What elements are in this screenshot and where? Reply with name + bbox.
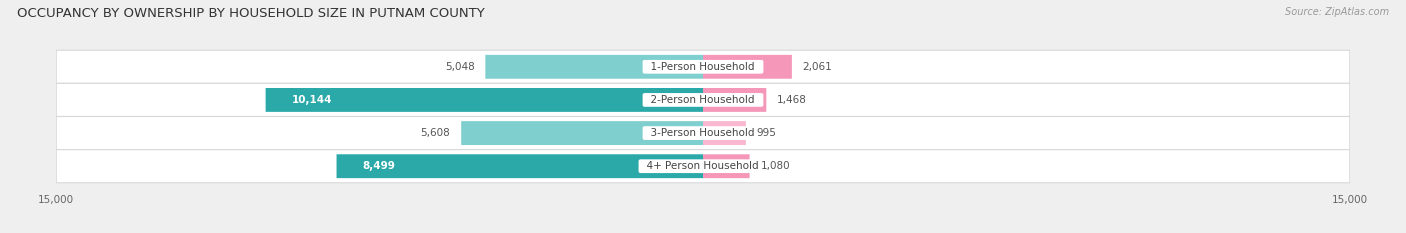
- Text: 5,048: 5,048: [444, 62, 475, 72]
- FancyBboxPatch shape: [56, 150, 1350, 183]
- Text: 8,499: 8,499: [363, 161, 395, 171]
- Text: 4+ Person Household: 4+ Person Household: [641, 161, 765, 171]
- FancyBboxPatch shape: [485, 55, 703, 79]
- FancyBboxPatch shape: [461, 121, 703, 145]
- FancyBboxPatch shape: [703, 55, 792, 79]
- Text: 1-Person Household: 1-Person Household: [644, 62, 762, 72]
- Text: 2-Person Household: 2-Person Household: [644, 95, 762, 105]
- FancyBboxPatch shape: [336, 154, 703, 178]
- FancyBboxPatch shape: [703, 121, 747, 145]
- Text: 2,061: 2,061: [803, 62, 832, 72]
- Text: 10,144: 10,144: [291, 95, 332, 105]
- Text: 1,080: 1,080: [761, 161, 790, 171]
- FancyBboxPatch shape: [266, 88, 703, 112]
- FancyBboxPatch shape: [703, 88, 766, 112]
- FancyBboxPatch shape: [56, 50, 1350, 83]
- Text: OCCUPANCY BY OWNERSHIP BY HOUSEHOLD SIZE IN PUTNAM COUNTY: OCCUPANCY BY OWNERSHIP BY HOUSEHOLD SIZE…: [17, 7, 485, 20]
- Text: 5,608: 5,608: [420, 128, 450, 138]
- FancyBboxPatch shape: [56, 116, 1350, 150]
- Text: 1,468: 1,468: [778, 95, 807, 105]
- Text: 3-Person Household: 3-Person Household: [644, 128, 762, 138]
- FancyBboxPatch shape: [703, 154, 749, 178]
- Text: 995: 995: [756, 128, 776, 138]
- FancyBboxPatch shape: [56, 83, 1350, 116]
- Text: Source: ZipAtlas.com: Source: ZipAtlas.com: [1285, 7, 1389, 17]
